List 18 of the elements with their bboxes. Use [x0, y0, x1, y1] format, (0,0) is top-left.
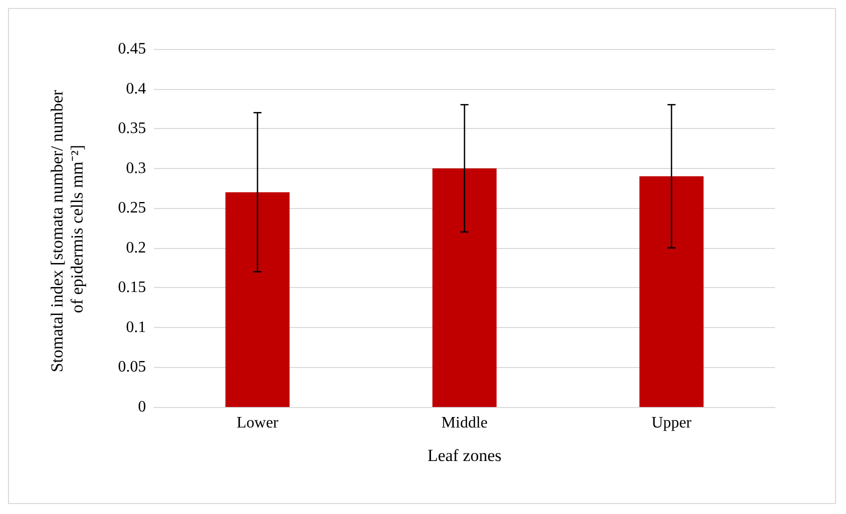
y-tick-label: 0.2 — [126, 239, 146, 256]
x-tick-label: Lower — [236, 414, 280, 432]
y-tick-label: 0.3 — [126, 160, 146, 177]
x-axis-title: Leaf zones — [427, 446, 502, 465]
x-tick-label: Middle — [441, 414, 488, 432]
y-tick-label: 0.15 — [118, 279, 146, 296]
y-tick-label: 0 — [138, 398, 146, 416]
x-tick-label: Upper — [652, 414, 692, 432]
y-tick-label: 0.4 — [126, 80, 146, 98]
y-tick-label: 0.1 — [126, 318, 146, 336]
y-tick-label: 0.35 — [118, 120, 146, 138]
bar — [432, 168, 497, 407]
y-tick-label: 0.05 — [118, 358, 146, 376]
y-axis-title: Stomatal index [stomata number/ number of epidermis cells mm⁻²] — [48, 86, 86, 372]
bar — [225, 192, 290, 407]
y-tick-label: 0.45 — [118, 40, 146, 58]
y-tick-label: 0.25 — [118, 200, 146, 217]
bar — [639, 176, 704, 407]
